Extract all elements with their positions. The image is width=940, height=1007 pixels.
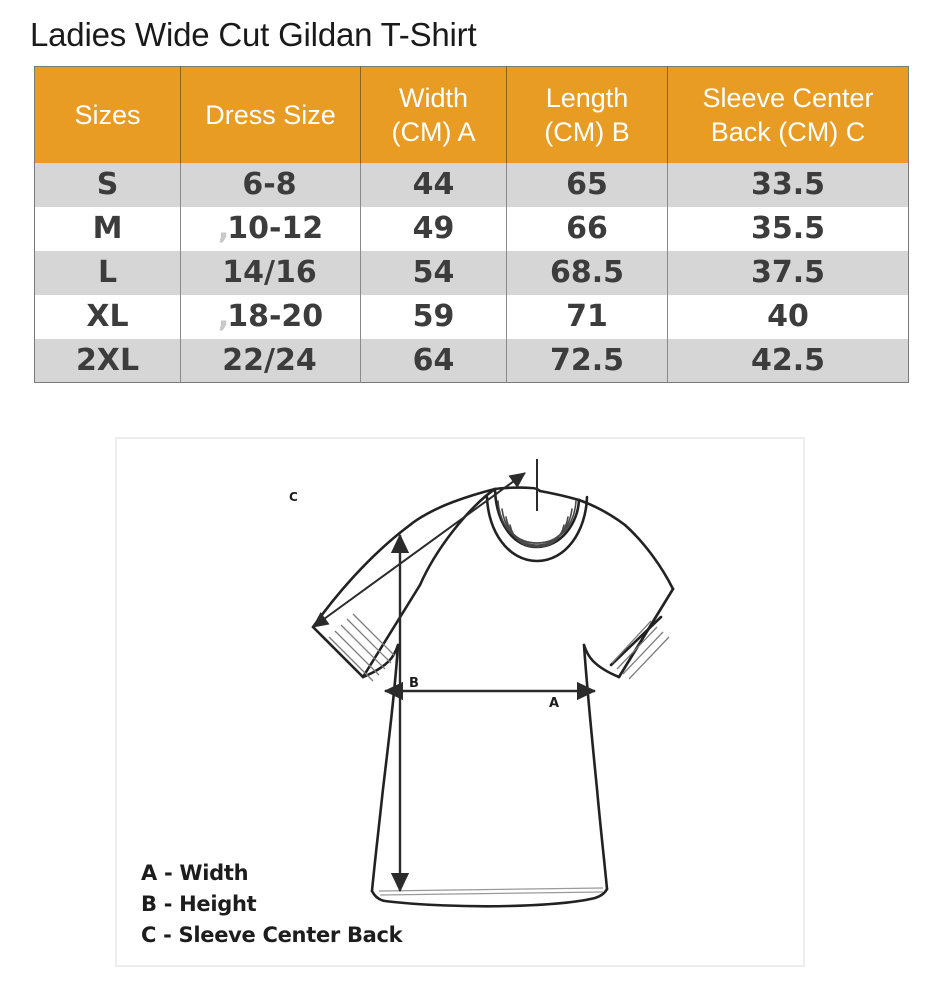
cell-length: 71	[506, 294, 668, 339]
cell-size: L	[34, 250, 181, 295]
height-measure-label: B	[409, 676, 419, 691]
column-header-width: Width (CM) A	[360, 66, 507, 163]
cell-length: 72.5	[506, 338, 668, 383]
column-header-length-line2: (CM) B	[544, 116, 630, 147]
comma-artifact: ,	[217, 299, 230, 334]
diagram-legend: A - Width B - Height C - Sleeve Center B…	[141, 858, 403, 951]
cell-dress-size-value: 14/16	[222, 255, 317, 290]
sleeve-measure-arrow	[312, 472, 526, 628]
legend-item-sleeve: C - Sleeve Center Back	[141, 923, 403, 947]
table-row: XL ,18-20 59 71 40	[34, 294, 909, 339]
cell-sleeve: 35.5	[667, 206, 909, 251]
cell-length: 65	[506, 162, 668, 207]
cell-dress-size: 14/16	[180, 250, 361, 295]
column-header-sleeve-center-back: Sleeve Center Back (CM) C	[667, 66, 909, 163]
table-header: Sizes Dress Size Width (CM) A Length (CM…	[34, 66, 909, 163]
table-row: 2XL 22/24 64 72.5 42.5	[34, 338, 909, 383]
cell-width: 64	[360, 338, 507, 383]
cell-width: 44	[360, 162, 507, 207]
cell-sleeve: 37.5	[667, 250, 909, 295]
column-header-width-line1: Width	[398, 82, 469, 113]
column-header-dress-size: Dress Size	[180, 66, 361, 163]
comma-artifact: ,	[217, 211, 230, 246]
cell-width: 49	[360, 206, 507, 251]
cell-sleeve: 42.5	[667, 338, 909, 383]
tshirt-diagram-icon: B A C	[289, 459, 675, 908]
cell-size: 2XL	[34, 338, 181, 383]
column-header-dress-size-line1: Dress Size	[205, 99, 336, 130]
cell-sleeve: 33.5	[667, 162, 909, 207]
cell-dress-size: 6-8	[180, 162, 361, 207]
cell-dress-size-value: 18-20	[227, 299, 324, 334]
sleeve-measure-label: C	[289, 490, 298, 504]
cell-dress-size-value: 6-8	[242, 167, 297, 202]
table-row: S 6-8 44 65 33.5	[34, 162, 909, 207]
size-chart-table: Sizes Dress Size Width (CM) A Length (CM…	[34, 66, 909, 383]
cell-sleeve: 40	[667, 294, 909, 339]
cell-length: 66	[506, 206, 668, 251]
table-body: S 6-8 44 65 33.5 M ,10-12 49 66 35.5 L 1…	[34, 162, 909, 383]
cell-dress-size-value: 22/24	[222, 342, 317, 378]
legend-item-width: A - Width	[141, 861, 249, 885]
width-measure-label: A	[549, 696, 559, 711]
cell-dress-size-value: 10-12	[227, 211, 324, 246]
cell-size: XL	[34, 294, 181, 339]
column-header-width-line2: (CM) A	[391, 116, 476, 147]
table-header-row: Sizes Dress Size Width (CM) A Length (CM…	[34, 66, 909, 163]
page-title: Ladies Wide Cut Gildan T-Shirt	[30, 16, 477, 53]
column-header-sizes-line1: Sizes	[74, 99, 141, 130]
cell-length: 68.5	[506, 250, 668, 295]
cell-width: 59	[360, 294, 507, 339]
cell-size: S	[34, 162, 181, 207]
column-header-length-line1: Length	[545, 82, 629, 113]
legend-item-height: B - Height	[141, 892, 257, 916]
measurement-diagram-panel: B A C A - Width B - Height C - Sleeve Ce…	[115, 437, 805, 967]
cell-dress-size: ,18-20	[180, 294, 361, 339]
cell-width: 54	[360, 250, 507, 295]
column-header-length: Length (CM) B	[506, 66, 668, 163]
column-header-sizes: Sizes	[34, 66, 181, 163]
table-row: M ,10-12 49 66 35.5	[34, 206, 909, 251]
cell-size: M	[34, 206, 181, 251]
table-row: L 14/16 54 68.5 37.5	[34, 250, 909, 295]
cell-dress-size: 22/24	[180, 338, 361, 383]
cell-dress-size: ,10-12	[180, 206, 361, 251]
column-header-sleeve-line2: Back (CM) C	[710, 116, 866, 147]
column-header-sleeve-line1: Sleeve Center	[702, 82, 874, 113]
